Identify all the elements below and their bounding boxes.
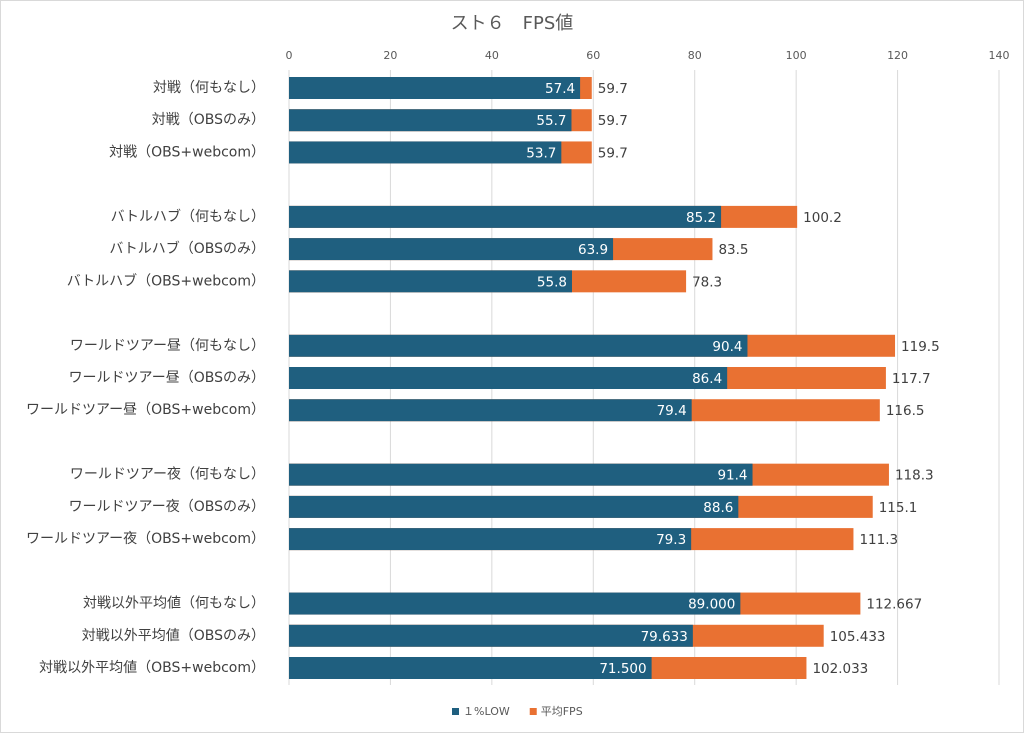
- legend-swatch: [529, 708, 537, 715]
- legend-swatch: [452, 708, 459, 715]
- y-tick-label: ワールドツアー夜（何もなし）: [70, 467, 265, 483]
- bar: [289, 109, 572, 132]
- bar: [289, 657, 652, 679]
- data-label: 53.7: [526, 145, 556, 161]
- y-tick-label: 対戦以外平均値（OBSのみ）: [82, 628, 265, 644]
- data-label: 79.3: [656, 532, 686, 548]
- y-tick-label: 対戦以外平均値（何もなし）: [83, 596, 265, 612]
- x-tick-label: 60: [586, 49, 600, 62]
- bar: [289, 270, 572, 293]
- bar: [289, 495, 739, 518]
- data-label: 71.500: [599, 661, 646, 677]
- x-tick-label: 20: [383, 49, 397, 62]
- data-label: 117.7: [892, 371, 931, 387]
- data-label: 118.3: [895, 468, 934, 484]
- y-tick-label: ワールドツアー昼（何もなし）: [70, 338, 265, 354]
- data-label: 102.033: [812, 661, 868, 677]
- bar: [289, 592, 741, 615]
- data-label: 86.4: [692, 371, 722, 387]
- data-label: 78.3: [692, 274, 722, 290]
- data-label: 112.667: [866, 597, 922, 613]
- y-tick-label: ワールドツアー昼（OBSのみ）: [69, 370, 265, 386]
- data-label: 55.7: [536, 113, 566, 129]
- bar: [289, 463, 753, 486]
- data-label: 91.4: [717, 468, 747, 484]
- bar: [289, 528, 692, 551]
- bar: [289, 77, 581, 99]
- data-label: 59.7: [598, 145, 628, 161]
- legend-label: １%LOW: [463, 705, 510, 718]
- data-label: 79.633: [641, 629, 688, 645]
- bar: [289, 334, 748, 357]
- data-label: 100.2: [803, 210, 842, 226]
- data-label: 119.5: [901, 339, 940, 355]
- data-label: 83.5: [718, 242, 748, 258]
- bar: [289, 141, 562, 164]
- data-label: 55.8: [537, 274, 567, 290]
- x-tick-label: 100: [786, 49, 807, 62]
- data-label: 79.4: [657, 403, 687, 419]
- data-label: 90.4: [712, 339, 742, 355]
- x-tick-label: 140: [989, 49, 1010, 62]
- y-tick-label: バトルハブ（何もなし）: [111, 208, 265, 225]
- bar: [289, 205, 722, 228]
- data-label: 115.1: [879, 500, 918, 516]
- bar: [289, 367, 728, 389]
- y-tick-label: バトルハブ（OBSのみ）: [109, 240, 265, 257]
- y-tick-label: ワールドツアー夜（OBS+webcom）: [26, 531, 265, 547]
- bar: [289, 238, 614, 261]
- chart-title: スト６ FPS値: [451, 13, 574, 34]
- data-label: 88.6: [703, 500, 733, 516]
- x-tick-label: 120: [887, 49, 908, 62]
- x-tick-label: 80: [688, 49, 702, 62]
- data-label: 59.7: [598, 81, 628, 97]
- data-label: 85.2: [686, 210, 716, 226]
- x-tick-label: 40: [485, 49, 499, 62]
- bar: [289, 624, 693, 647]
- y-tick-label: ワールドツアー夜（OBSのみ）: [69, 499, 265, 515]
- y-tick-label: 対戦（何もなし）: [153, 80, 265, 96]
- y-tick-label: 対戦以外平均値（OBS+webcom）: [39, 660, 265, 676]
- data-label: 111.3: [859, 532, 898, 548]
- data-label: 59.7: [598, 113, 628, 129]
- y-tick-label: 対戦（OBSのみ）: [152, 112, 265, 128]
- data-label: 63.9: [578, 242, 608, 258]
- y-tick-label: バトルハブ（OBS+webcom）: [67, 272, 265, 289]
- y-tick-label: ワールドツアー昼（OBS+webcom）: [26, 402, 265, 418]
- bar: [289, 399, 692, 422]
- legend-label: 平均FPS: [541, 705, 583, 718]
- data-label: 105.433: [830, 629, 886, 645]
- data-label: 89.000: [688, 597, 735, 613]
- data-label: 116.5: [886, 403, 925, 419]
- data-label: 57.4: [545, 81, 575, 97]
- x-tick-label: 0: [286, 49, 293, 62]
- y-tick-label: 対戦（OBS+webcom）: [109, 144, 265, 160]
